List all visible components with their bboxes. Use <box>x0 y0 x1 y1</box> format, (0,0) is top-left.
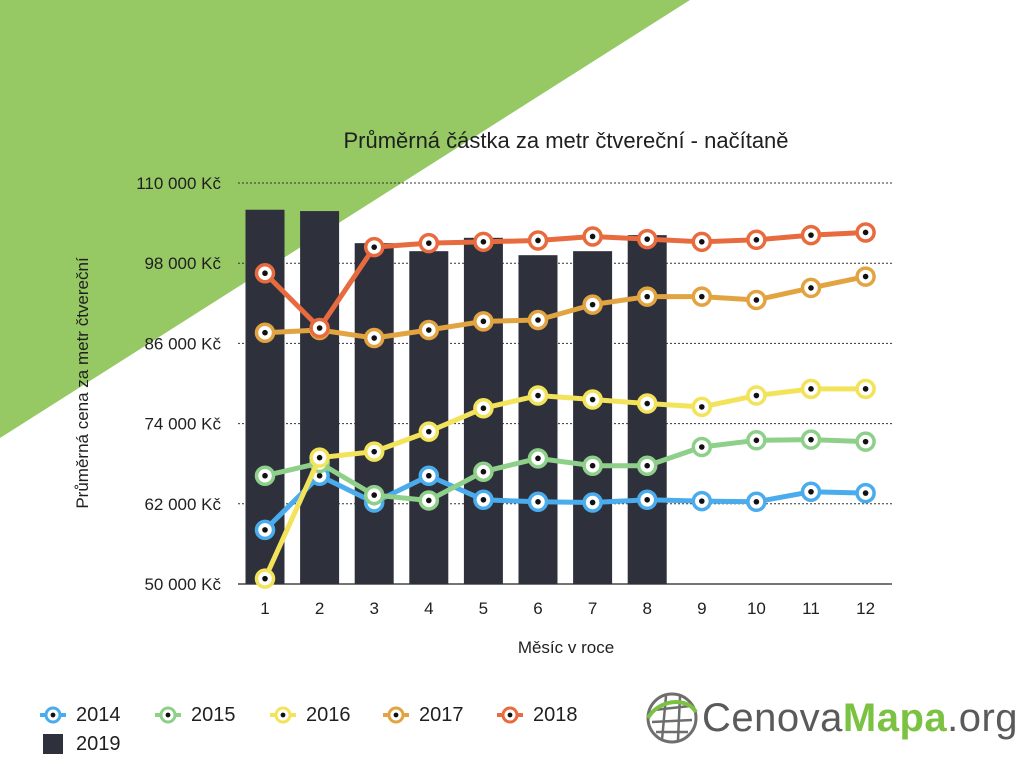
bar-2019 <box>409 251 449 585</box>
data-point-center <box>808 488 814 495</box>
data-point-center <box>808 232 814 238</box>
data-point-center <box>589 396 596 403</box>
data-point-center <box>480 239 487 245</box>
x-axis-ticks: 1 2 3 4 5 6 7 8 9 10 11 12 <box>260 599 875 618</box>
chart-title: Průměrná částka za metr čtvereční - načí… <box>343 128 788 153</box>
data-point-center <box>753 392 760 399</box>
bar-2019 <box>354 243 394 584</box>
data-point-center <box>862 438 869 445</box>
data-point-center <box>589 499 596 506</box>
y-tick-label: 110 000 Kč <box>136 174 221 193</box>
data-point-center <box>535 455 541 462</box>
data-point-center <box>316 325 323 331</box>
data-point-center <box>480 468 487 475</box>
data-point-center <box>699 444 705 450</box>
data-point-center <box>535 392 541 399</box>
series-2018 <box>254 222 876 339</box>
data-point-center <box>644 400 650 407</box>
data-point-center <box>426 497 432 504</box>
data-point-center <box>589 462 596 469</box>
y-tick-label: 98 000 Kč <box>144 254 221 273</box>
x-axis-title: Měsíc v roce <box>518 638 614 657</box>
y-axis-ticks: 50 000 Kč 62 000 Kč 74 000 Kč 86 000 Kč 98 0… <box>136 174 221 594</box>
data-point-center <box>426 327 432 333</box>
data-point-center <box>480 405 487 412</box>
x-tick-label: 12 <box>856 599 875 618</box>
x-tick-label: 7 <box>588 599 597 618</box>
bar-series-2019 <box>245 209 667 585</box>
data-point-center <box>862 490 869 496</box>
data-point-center <box>753 498 760 505</box>
y-tick-label: 86 000 Kč <box>144 334 221 353</box>
y-tick-label: 62 000 Kč <box>144 495 221 514</box>
x-tick-label: 1 <box>260 599 269 618</box>
grid-lines <box>238 182 892 585</box>
x-tick-label: 8 <box>642 599 651 618</box>
data-point-center <box>808 436 814 443</box>
globe-grid-icon <box>646 692 698 744</box>
x-tick-label: 3 <box>369 599 378 618</box>
logo-text: CenovaMapa.org <box>702 696 1018 741</box>
logo-text-cenova: Cenova <box>702 696 843 740</box>
data-point-center <box>371 448 378 455</box>
series-2016 <box>254 378 876 589</box>
data-point-center <box>808 386 814 392</box>
data-point-center <box>644 236 650 242</box>
bar-2019 <box>300 211 340 584</box>
data-point-center <box>699 404 705 410</box>
x-tick-label: 9 <box>697 599 706 618</box>
data-point-center <box>644 293 650 300</box>
bar-2019 <box>518 255 558 584</box>
data-point-center <box>862 273 869 280</box>
data-point-center <box>262 329 268 336</box>
data-point-center <box>426 472 432 479</box>
data-point-center <box>699 498 705 504</box>
data-point-center <box>535 237 541 244</box>
x-tick-label: 2 <box>315 599 324 618</box>
data-point-center <box>589 233 596 240</box>
data-point-center <box>753 297 760 303</box>
data-point-center <box>535 317 541 323</box>
line-series <box>254 222 876 589</box>
data-point-center <box>426 240 432 246</box>
data-point-center <box>480 496 487 503</box>
data-point-center <box>371 244 378 250</box>
logo-text-mapa: Mapa <box>842 696 948 740</box>
green-corner-shape <box>0 0 690 438</box>
data-point-center <box>262 270 268 277</box>
data-point-center <box>371 492 378 498</box>
data-point-center <box>862 386 869 392</box>
data-point-center <box>371 335 378 341</box>
series-2015 <box>254 429 876 511</box>
data-point-center <box>262 575 268 582</box>
data-point-center <box>480 318 487 325</box>
data-point-center <box>316 454 323 461</box>
data-point-center <box>535 498 541 505</box>
cenovamapa-logo: CenovaMapa.org <box>640 686 1018 756</box>
data-point-center <box>808 285 814 291</box>
data-point-center <box>644 462 650 469</box>
data-point-center <box>862 229 869 236</box>
x-tick-label: 11 <box>802 599 820 618</box>
data-point-center <box>699 239 705 245</box>
x-tick-label: 4 <box>424 599 433 618</box>
data-point-center <box>753 237 760 243</box>
data-point-center <box>644 496 650 503</box>
data-point-center <box>699 293 705 300</box>
data-point-center <box>426 428 432 435</box>
x-tick-label: 10 <box>747 599 766 618</box>
y-axis-title: Průměrná cena za metr čtvereční <box>73 257 92 509</box>
logo-text-org: .org <box>947 696 1019 740</box>
y-tick-label: 74 000 Kč <box>144 415 221 434</box>
data-point-center <box>262 527 268 533</box>
data-point-center <box>753 437 760 444</box>
x-tick-label: 5 <box>479 599 488 618</box>
x-tick-label: 6 <box>533 599 542 618</box>
y-tick-label: 50 000 Kč <box>144 575 221 594</box>
data-point-center <box>262 472 268 479</box>
data-point-center <box>589 301 596 308</box>
data-point-center <box>316 472 323 479</box>
